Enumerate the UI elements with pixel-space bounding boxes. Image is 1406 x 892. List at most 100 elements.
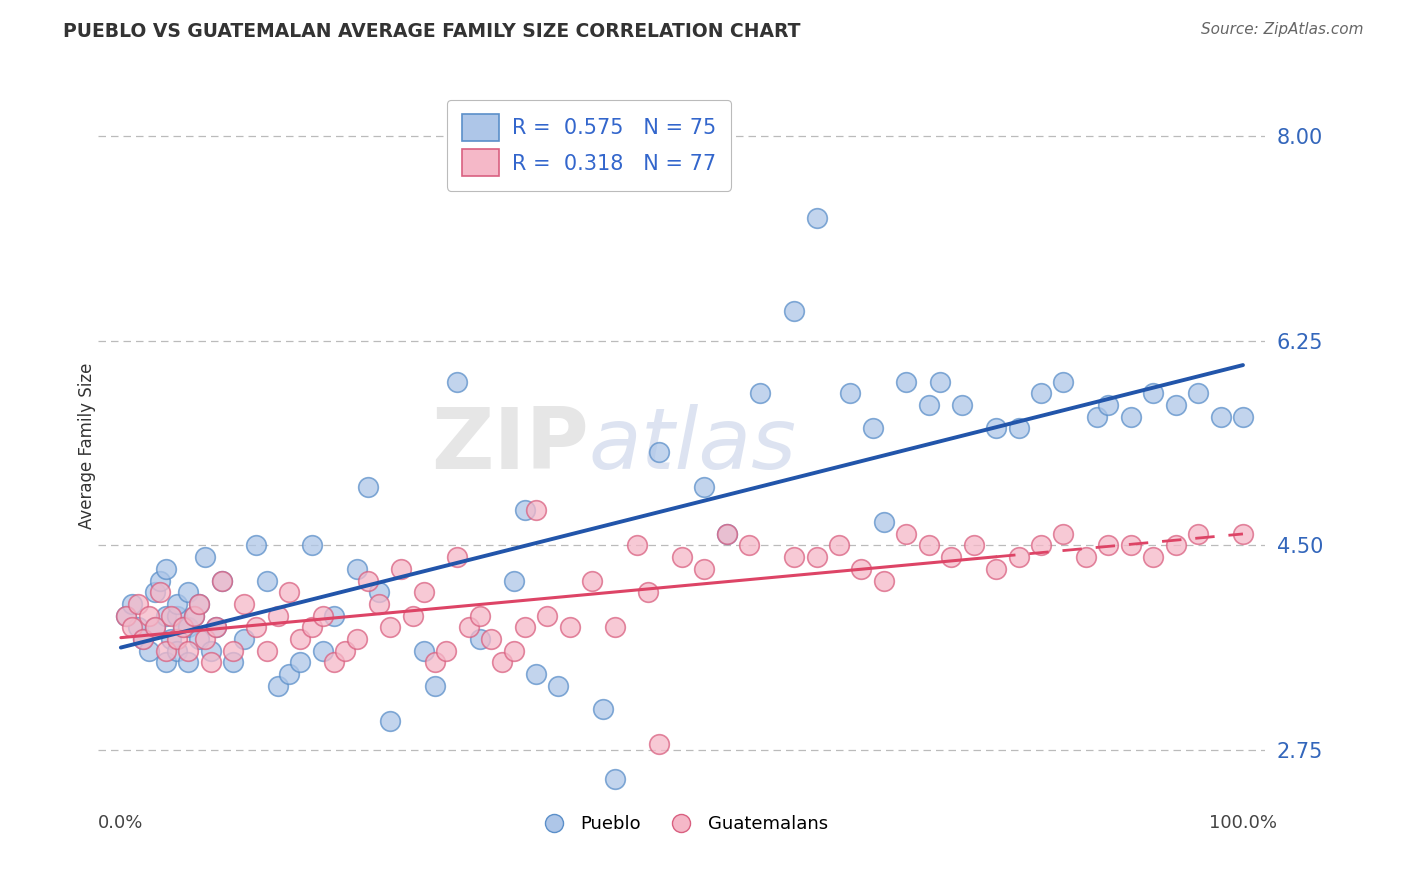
Point <box>245 620 267 634</box>
Point <box>1007 550 1029 565</box>
Point <box>160 608 183 623</box>
Point <box>873 574 896 588</box>
Point <box>278 585 301 599</box>
Text: Source: ZipAtlas.com: Source: ZipAtlas.com <box>1201 22 1364 37</box>
Point <box>412 644 434 658</box>
Point <box>738 538 761 552</box>
Point <box>896 375 918 389</box>
Point <box>851 562 873 576</box>
Point <box>166 644 188 658</box>
Point <box>115 608 138 623</box>
Point <box>603 772 626 787</box>
Point <box>1142 386 1164 401</box>
Point <box>446 550 468 565</box>
Point <box>1029 538 1052 552</box>
Point <box>1052 375 1074 389</box>
Point <box>1232 526 1254 541</box>
Point <box>1209 409 1232 424</box>
Point <box>862 421 884 435</box>
Point <box>896 526 918 541</box>
Point <box>357 480 380 494</box>
Point <box>138 608 160 623</box>
Point <box>200 656 222 670</box>
Point <box>839 386 862 401</box>
Text: atlas: atlas <box>589 404 797 488</box>
Point <box>984 421 1007 435</box>
Point <box>127 620 149 634</box>
Point <box>188 597 211 611</box>
Point <box>1097 538 1119 552</box>
Point <box>357 574 380 588</box>
Point <box>873 515 896 529</box>
Point <box>149 574 172 588</box>
Point <box>346 632 368 646</box>
Point <box>172 620 194 634</box>
Point <box>346 562 368 576</box>
Point <box>121 620 143 634</box>
Point <box>929 375 952 389</box>
Point <box>323 656 346 670</box>
Point <box>1052 526 1074 541</box>
Point <box>166 632 188 646</box>
Text: PUEBLO VS GUATEMALAN AVERAGE FAMILY SIZE CORRELATION CHART: PUEBLO VS GUATEMALAN AVERAGE FAMILY SIZE… <box>63 22 801 41</box>
Point <box>446 375 468 389</box>
Point <box>806 211 828 225</box>
Point <box>121 597 143 611</box>
Point <box>278 667 301 681</box>
Point <box>290 632 312 646</box>
Point <box>301 620 323 634</box>
Point <box>1085 409 1108 424</box>
Point <box>468 632 491 646</box>
Point <box>222 644 245 658</box>
Point <box>155 656 177 670</box>
Point <box>378 620 402 634</box>
Point <box>256 574 278 588</box>
Point <box>155 562 177 576</box>
Point <box>1164 538 1187 552</box>
Point <box>368 597 391 611</box>
Point <box>984 562 1007 576</box>
Point <box>312 644 335 658</box>
Point <box>233 597 256 611</box>
Point <box>177 644 200 658</box>
Point <box>127 597 149 611</box>
Point <box>1232 409 1254 424</box>
Point <box>368 585 391 599</box>
Point <box>479 632 502 646</box>
Point <box>592 702 614 716</box>
Point <box>1187 386 1209 401</box>
Point <box>558 620 581 634</box>
Point <box>457 620 479 634</box>
Point <box>267 679 290 693</box>
Point <box>188 597 211 611</box>
Point <box>267 608 290 623</box>
Point <box>335 644 357 658</box>
Point <box>378 714 402 728</box>
Point <box>143 585 166 599</box>
Point <box>828 538 851 552</box>
Point <box>716 526 738 541</box>
Point <box>132 632 155 646</box>
Point <box>143 620 166 634</box>
Point <box>941 550 963 565</box>
Point <box>149 585 172 599</box>
Point <box>693 480 716 494</box>
Point <box>524 667 547 681</box>
Point <box>166 597 188 611</box>
Point <box>806 550 828 565</box>
Y-axis label: Average Family Size: Average Family Size <box>79 363 96 529</box>
Point <box>423 679 446 693</box>
Point <box>716 526 738 541</box>
Point <box>155 644 177 658</box>
Point <box>423 656 446 670</box>
Point <box>177 620 200 634</box>
Point <box>524 503 547 517</box>
Point <box>513 503 536 517</box>
Point <box>637 585 659 599</box>
Point <box>177 656 200 670</box>
Point <box>256 644 278 658</box>
Point <box>1142 550 1164 565</box>
Point <box>502 574 524 588</box>
Point <box>1164 398 1187 412</box>
Point <box>183 608 205 623</box>
